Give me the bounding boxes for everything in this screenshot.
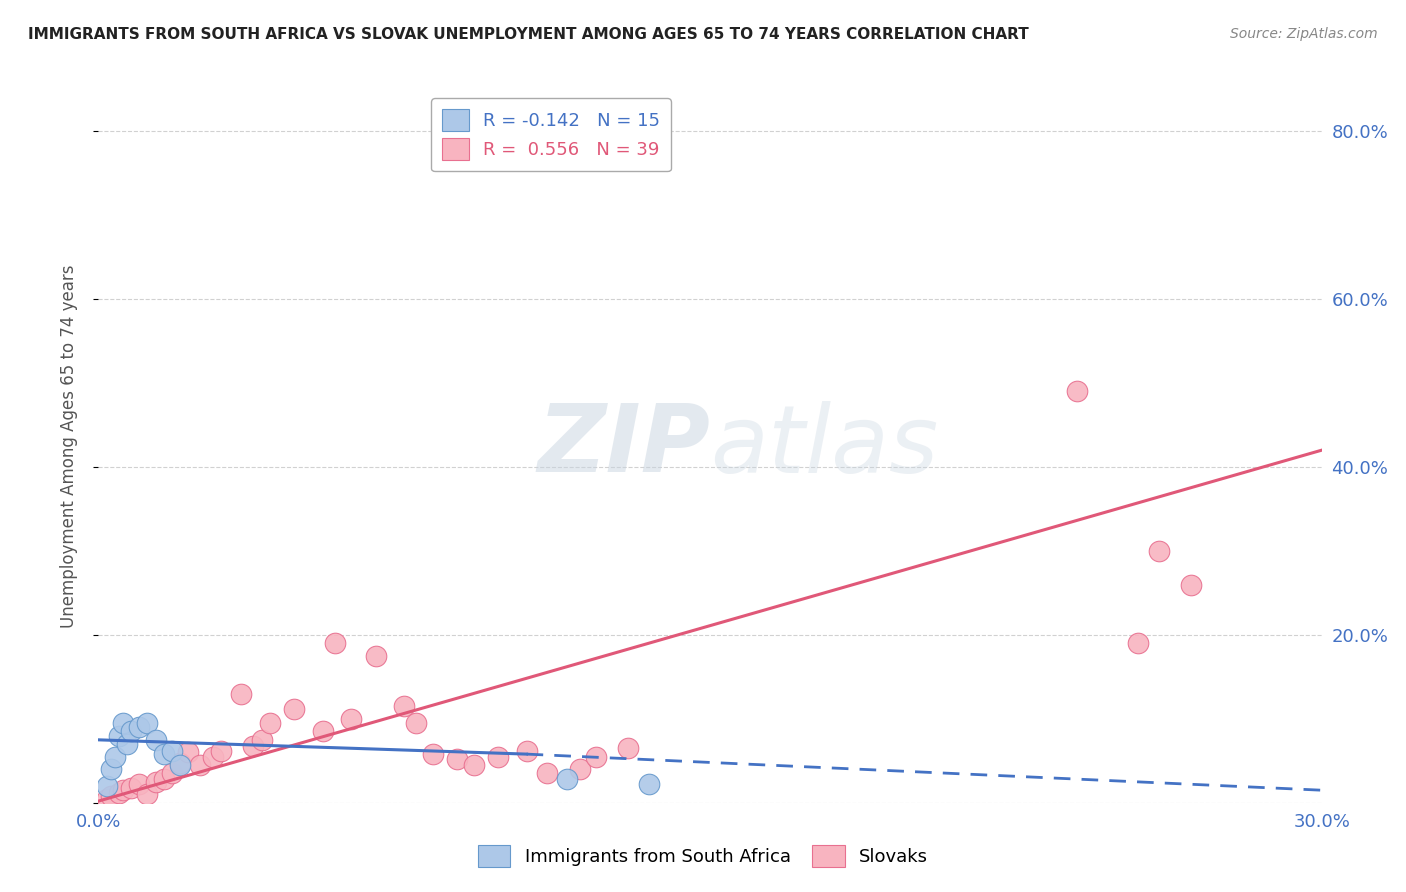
Point bbox=[422, 747, 444, 761]
Point bbox=[136, 716, 159, 731]
Point bbox=[120, 724, 142, 739]
Point bbox=[1180, 577, 1202, 591]
Point bbox=[231, 687, 253, 701]
Point bbox=[1066, 384, 1088, 399]
Legend: Immigrants from South Africa, Slovaks: Immigrants from South Africa, Slovaks bbox=[471, 838, 935, 874]
Text: IMMIGRANTS FROM SOUTH AFRICA VS SLOVAK UNEMPLOYMENT AMONG AGES 65 TO 74 YEARS CO: IMMIGRANTS FROM SOUTH AFRICA VS SLOVAK U… bbox=[28, 27, 1029, 42]
Point bbox=[108, 729, 131, 743]
Point bbox=[169, 758, 191, 772]
Point bbox=[152, 772, 174, 787]
Point bbox=[557, 772, 579, 787]
Point bbox=[177, 746, 200, 760]
Point bbox=[250, 732, 273, 747]
Point bbox=[585, 749, 607, 764]
Point bbox=[283, 702, 305, 716]
Point bbox=[1128, 636, 1150, 650]
Point bbox=[128, 777, 150, 791]
Point bbox=[136, 788, 159, 802]
Point bbox=[516, 744, 538, 758]
Point bbox=[201, 749, 224, 764]
Point bbox=[108, 786, 131, 800]
Point bbox=[128, 720, 150, 734]
Point bbox=[100, 762, 122, 776]
Point bbox=[152, 747, 174, 761]
Point bbox=[568, 762, 591, 776]
Point bbox=[104, 749, 127, 764]
Point bbox=[446, 752, 468, 766]
Point bbox=[1147, 544, 1170, 558]
Point bbox=[160, 766, 183, 780]
Point bbox=[120, 780, 142, 795]
Point bbox=[392, 699, 416, 714]
Point bbox=[405, 716, 427, 731]
Point bbox=[96, 779, 118, 793]
Point bbox=[638, 777, 661, 791]
Point bbox=[323, 636, 346, 650]
Point bbox=[111, 783, 134, 797]
Text: ZIP: ZIP bbox=[537, 400, 710, 492]
Point bbox=[111, 716, 134, 731]
Point bbox=[115, 737, 138, 751]
Y-axis label: Unemployment Among Ages 65 to 74 years: Unemployment Among Ages 65 to 74 years bbox=[59, 264, 77, 628]
Point bbox=[486, 749, 509, 764]
Point bbox=[617, 741, 640, 756]
Point bbox=[100, 789, 122, 803]
Text: Source: ZipAtlas.com: Source: ZipAtlas.com bbox=[1230, 27, 1378, 41]
Point bbox=[463, 758, 485, 772]
Point bbox=[96, 791, 118, 805]
Point bbox=[169, 756, 191, 770]
Point bbox=[145, 732, 167, 747]
Point bbox=[536, 766, 558, 780]
Point bbox=[312, 724, 335, 739]
Legend: R = -0.142   N = 15, R =  0.556   N = 39: R = -0.142 N = 15, R = 0.556 N = 39 bbox=[430, 98, 671, 171]
Point bbox=[209, 744, 232, 758]
Point bbox=[160, 744, 183, 758]
Text: atlas: atlas bbox=[710, 401, 938, 491]
Point bbox=[145, 774, 167, 789]
Point bbox=[242, 739, 264, 753]
Point bbox=[340, 712, 363, 726]
Point bbox=[188, 758, 212, 772]
Point bbox=[259, 716, 281, 731]
Point bbox=[364, 648, 387, 663]
